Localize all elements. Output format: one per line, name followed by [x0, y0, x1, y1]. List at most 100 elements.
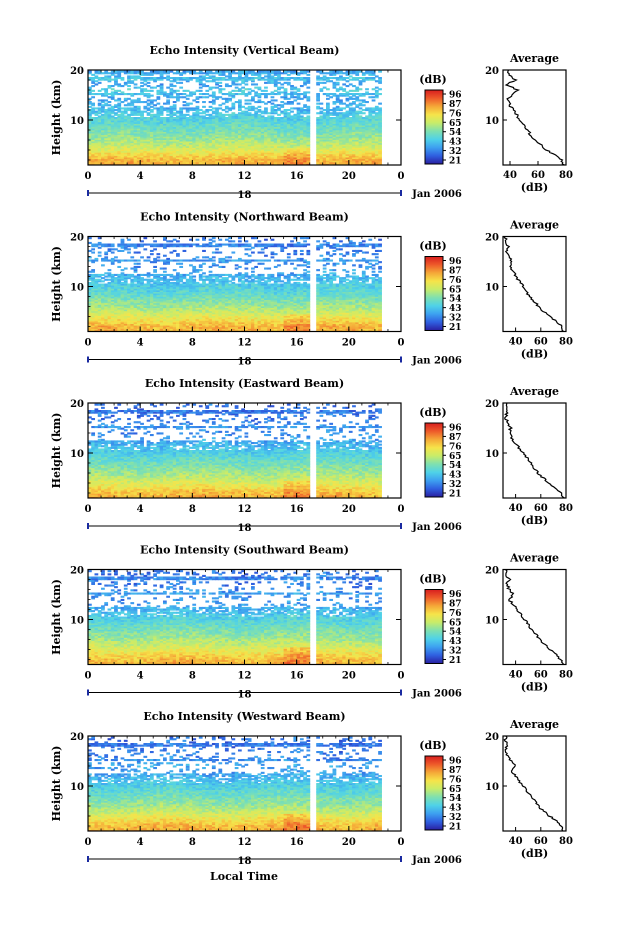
heatmap-cell: [283, 77, 288, 80]
heatmap-cell: [176, 150, 180, 153]
heatmap-cell: [143, 107, 148, 110]
heatmap-cell: [130, 133, 135, 136]
heatmap-cell: [293, 134, 298, 137]
heatmap-cell: [143, 259, 148, 262]
heatmap-cell: [224, 99, 229, 102]
heatmap-cell: [290, 129, 294, 132]
heatmap-cell: [215, 109, 219, 112]
heatmap-cell: [133, 121, 138, 124]
heatmap-cell: [286, 160, 291, 163]
heatmap-cell: [192, 99, 197, 102]
heatmap-cell: [329, 136, 334, 139]
heatmap-cell: [130, 110, 135, 113]
heatmap-cell: [319, 131, 324, 134]
heatmap-cell: [303, 136, 307, 139]
heatmap-cell: [189, 77, 193, 80]
heatmap-cell: [172, 80, 177, 83]
heatmap-cell: [179, 141, 184, 144]
heatmap-cell: [172, 105, 177, 108]
heatmap-cell: [130, 107, 135, 110]
heatmap-cell: [198, 83, 203, 86]
heatmap-cell: [218, 133, 223, 136]
heatmap-cell: [117, 139, 122, 142]
heatmap-cell: [345, 97, 350, 100]
heatmap-cell: [241, 155, 245, 158]
heatmap-cell: [267, 150, 272, 153]
heatmap-cell: [176, 123, 180, 126]
heatmap-cell: [237, 129, 242, 132]
heatmap-cell: [162, 121, 167, 124]
heatmap-cell: [123, 70, 128, 73]
heatmap-cell: [290, 85, 294, 88]
heatmap-cell: [335, 77, 340, 80]
heatmap-cell: [211, 110, 216, 113]
heatmap-cell: [123, 133, 128, 136]
heatmap-cell: [251, 128, 255, 131]
heatmap-cell: [192, 112, 197, 115]
heatmap-cell: [273, 136, 278, 139]
heatmap-cell: [273, 104, 278, 107]
heatmap-cell: [234, 77, 239, 80]
heatmap-cell: [237, 160, 242, 163]
heatmap-cell: [244, 112, 249, 115]
heatmap-cell: [198, 125, 203, 128]
heatmap-cell: [114, 123, 118, 126]
heatmap-cell: [192, 113, 197, 116]
heatmap-cell: [293, 115, 298, 118]
heatmap-cell: [348, 83, 353, 86]
heatmap-cell: [198, 115, 203, 118]
heatmap-cell: [198, 150, 203, 153]
heatmap-cell: [283, 110, 288, 113]
heatmap-cell: [211, 131, 216, 134]
heatmap-cell: [208, 77, 213, 80]
heatmap-cell: [316, 75, 320, 78]
heatmap-cell: [319, 81, 324, 84]
heatmap-cell: [260, 70, 265, 73]
heatmap-cell: [202, 142, 206, 145]
heatmap-cell: [133, 99, 138, 102]
heatmap-cell: [237, 145, 242, 148]
heatmap-cell: [107, 125, 112, 128]
heatmap-cell: [127, 128, 131, 131]
heatmap-cell: [117, 243, 122, 246]
heatmap-cell: [94, 77, 99, 80]
heatmap-cell: [156, 137, 161, 140]
heatmap-cell: [332, 120, 337, 123]
heatmap-cell: [270, 147, 275, 150]
heatmap-cell: [136, 144, 141, 147]
heatmap-cell: [231, 129, 236, 132]
heatmap-cell: [127, 109, 131, 112]
heatmap-cell: [332, 152, 337, 155]
heatmap-cell: [290, 150, 294, 153]
heatmap-cell: [101, 128, 105, 131]
heatmap-cell: [176, 155, 180, 158]
heatmap-cell: [162, 126, 167, 129]
heatmap-cell: [130, 161, 135, 164]
heatmap-cell: [329, 118, 334, 121]
heatmap-cell: [153, 269, 157, 272]
heatmap-cell: [231, 89, 236, 92]
heatmap-cell: [339, 70, 343, 73]
heatmap-cell: [306, 123, 311, 126]
heatmap-cell: [273, 128, 278, 131]
heatmap-cell: [202, 125, 206, 128]
heatmap-cell: [166, 96, 171, 99]
heatmap-cell: [378, 107, 382, 110]
heatmap-cell: [224, 125, 229, 128]
heatmap-cell: [159, 120, 164, 123]
heatmap-cell: [316, 102, 320, 105]
heatmap-cell: [208, 86, 213, 89]
heatmap-cell: [234, 134, 239, 137]
heatmap-cell: [286, 141, 291, 144]
heatmap-cell: [189, 155, 193, 158]
heatmap-cell: [198, 118, 203, 121]
heatmap-cell: [120, 113, 125, 116]
heatmap-cell: [97, 77, 102, 80]
heatmap-cell: [107, 126, 112, 129]
heatmap-cell: [296, 145, 301, 148]
heatmap-cell: [123, 137, 128, 140]
heatmap-cell: [166, 113, 171, 116]
heatmap-cell: [189, 157, 193, 160]
heatmap-cell: [368, 96, 373, 99]
heatmap-cell: [182, 78, 187, 81]
